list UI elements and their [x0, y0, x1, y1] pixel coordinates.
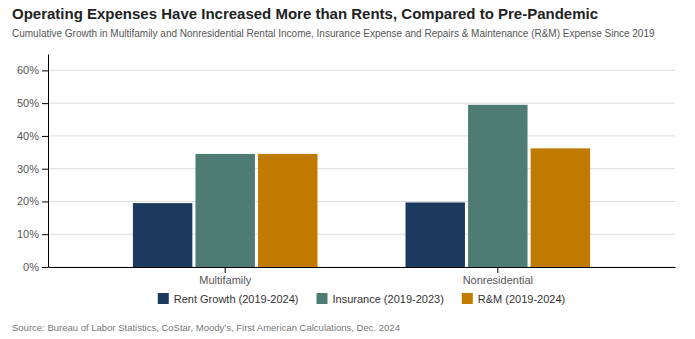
legend-item: Rent Growth (2019-2024)	[158, 293, 299, 305]
bar-series	[258, 148, 590, 267]
y-tick: 0%	[23, 261, 48, 273]
grid-line	[48, 103, 675, 104]
y-tick-mark	[42, 201, 48, 202]
y-axis-line	[48, 55, 49, 268]
legend-item: R&M (2019-2024)	[462, 293, 565, 305]
y-tick-label: 10%	[17, 228, 39, 240]
x-axis-line	[49, 267, 676, 268]
y-tick-mark	[42, 267, 48, 268]
x-tick-label: Multifamily	[199, 274, 251, 286]
x-tick: Multifamily	[199, 267, 251, 286]
legend-label: Insurance (2019-2023)	[333, 293, 444, 305]
chart: Operating Expenses Have Increased More t…	[0, 0, 695, 339]
legend-item: Insurance (2019-2023)	[317, 293, 444, 305]
x-tick-label: Nonresidential	[463, 274, 533, 286]
bar	[531, 148, 590, 267]
x-tick-mark	[225, 267, 226, 273]
source: Source: Bureau of Labor Statistics, CoSt…	[12, 322, 400, 333]
y-tick: 60%	[17, 64, 48, 76]
legend-swatch	[317, 293, 328, 304]
y-tick-label: 0%	[23, 261, 39, 273]
y-tick: 10%	[17, 228, 48, 240]
y-tick-mark	[42, 136, 48, 137]
legend-label: Rent Growth (2019-2024)	[174, 293, 299, 305]
subtitle: Cumulative Growth in Multifamily and Non…	[12, 28, 655, 39]
bar-series	[195, 105, 527, 267]
bars	[133, 105, 590, 267]
y-tick: 20%	[17, 195, 48, 207]
y-tick-label: 60%	[17, 64, 39, 76]
grid	[48, 70, 675, 267]
y-tick-mark	[42, 70, 48, 71]
grid-line	[48, 135, 675, 136]
y-tick-label: 30%	[17, 163, 39, 175]
y-tick: 40%	[17, 130, 48, 142]
y-tick-mark	[42, 103, 48, 104]
y-tick: 30%	[17, 163, 48, 175]
bar	[133, 203, 192, 267]
bar	[258, 154, 317, 267]
y-tick-label: 20%	[17, 195, 39, 207]
y-tick-label: 40%	[17, 130, 39, 142]
y-tick: 50%	[17, 97, 48, 109]
bar	[406, 202, 465, 267]
bar	[468, 105, 527, 267]
x-tick: Nonresidential	[463, 267, 533, 286]
legend-swatch	[158, 293, 169, 304]
legend-label: R&M (2019-2024)	[478, 293, 565, 305]
x-axis: Multifamily Nonresidential	[49, 267, 676, 286]
y-axis: 0% 10% 20% 30% 40% 50% 60%	[17, 55, 49, 274]
x-tick-mark	[497, 267, 498, 273]
plot: 0% 10% 20% 30% 40% 50% 60% Multifamily Nonreside…	[17, 55, 676, 286]
y-tick-label: 50%	[17, 97, 39, 109]
title: Operating Expenses Have Increased More t…	[12, 5, 598, 22]
legend-swatch	[462, 293, 473, 304]
grid-line	[48, 70, 675, 71]
bar	[195, 154, 254, 267]
y-tick-mark	[42, 234, 48, 235]
legend: Rent Growth (2019-2024) Insurance (2019-2…	[158, 293, 565, 305]
y-tick-mark	[42, 169, 48, 170]
